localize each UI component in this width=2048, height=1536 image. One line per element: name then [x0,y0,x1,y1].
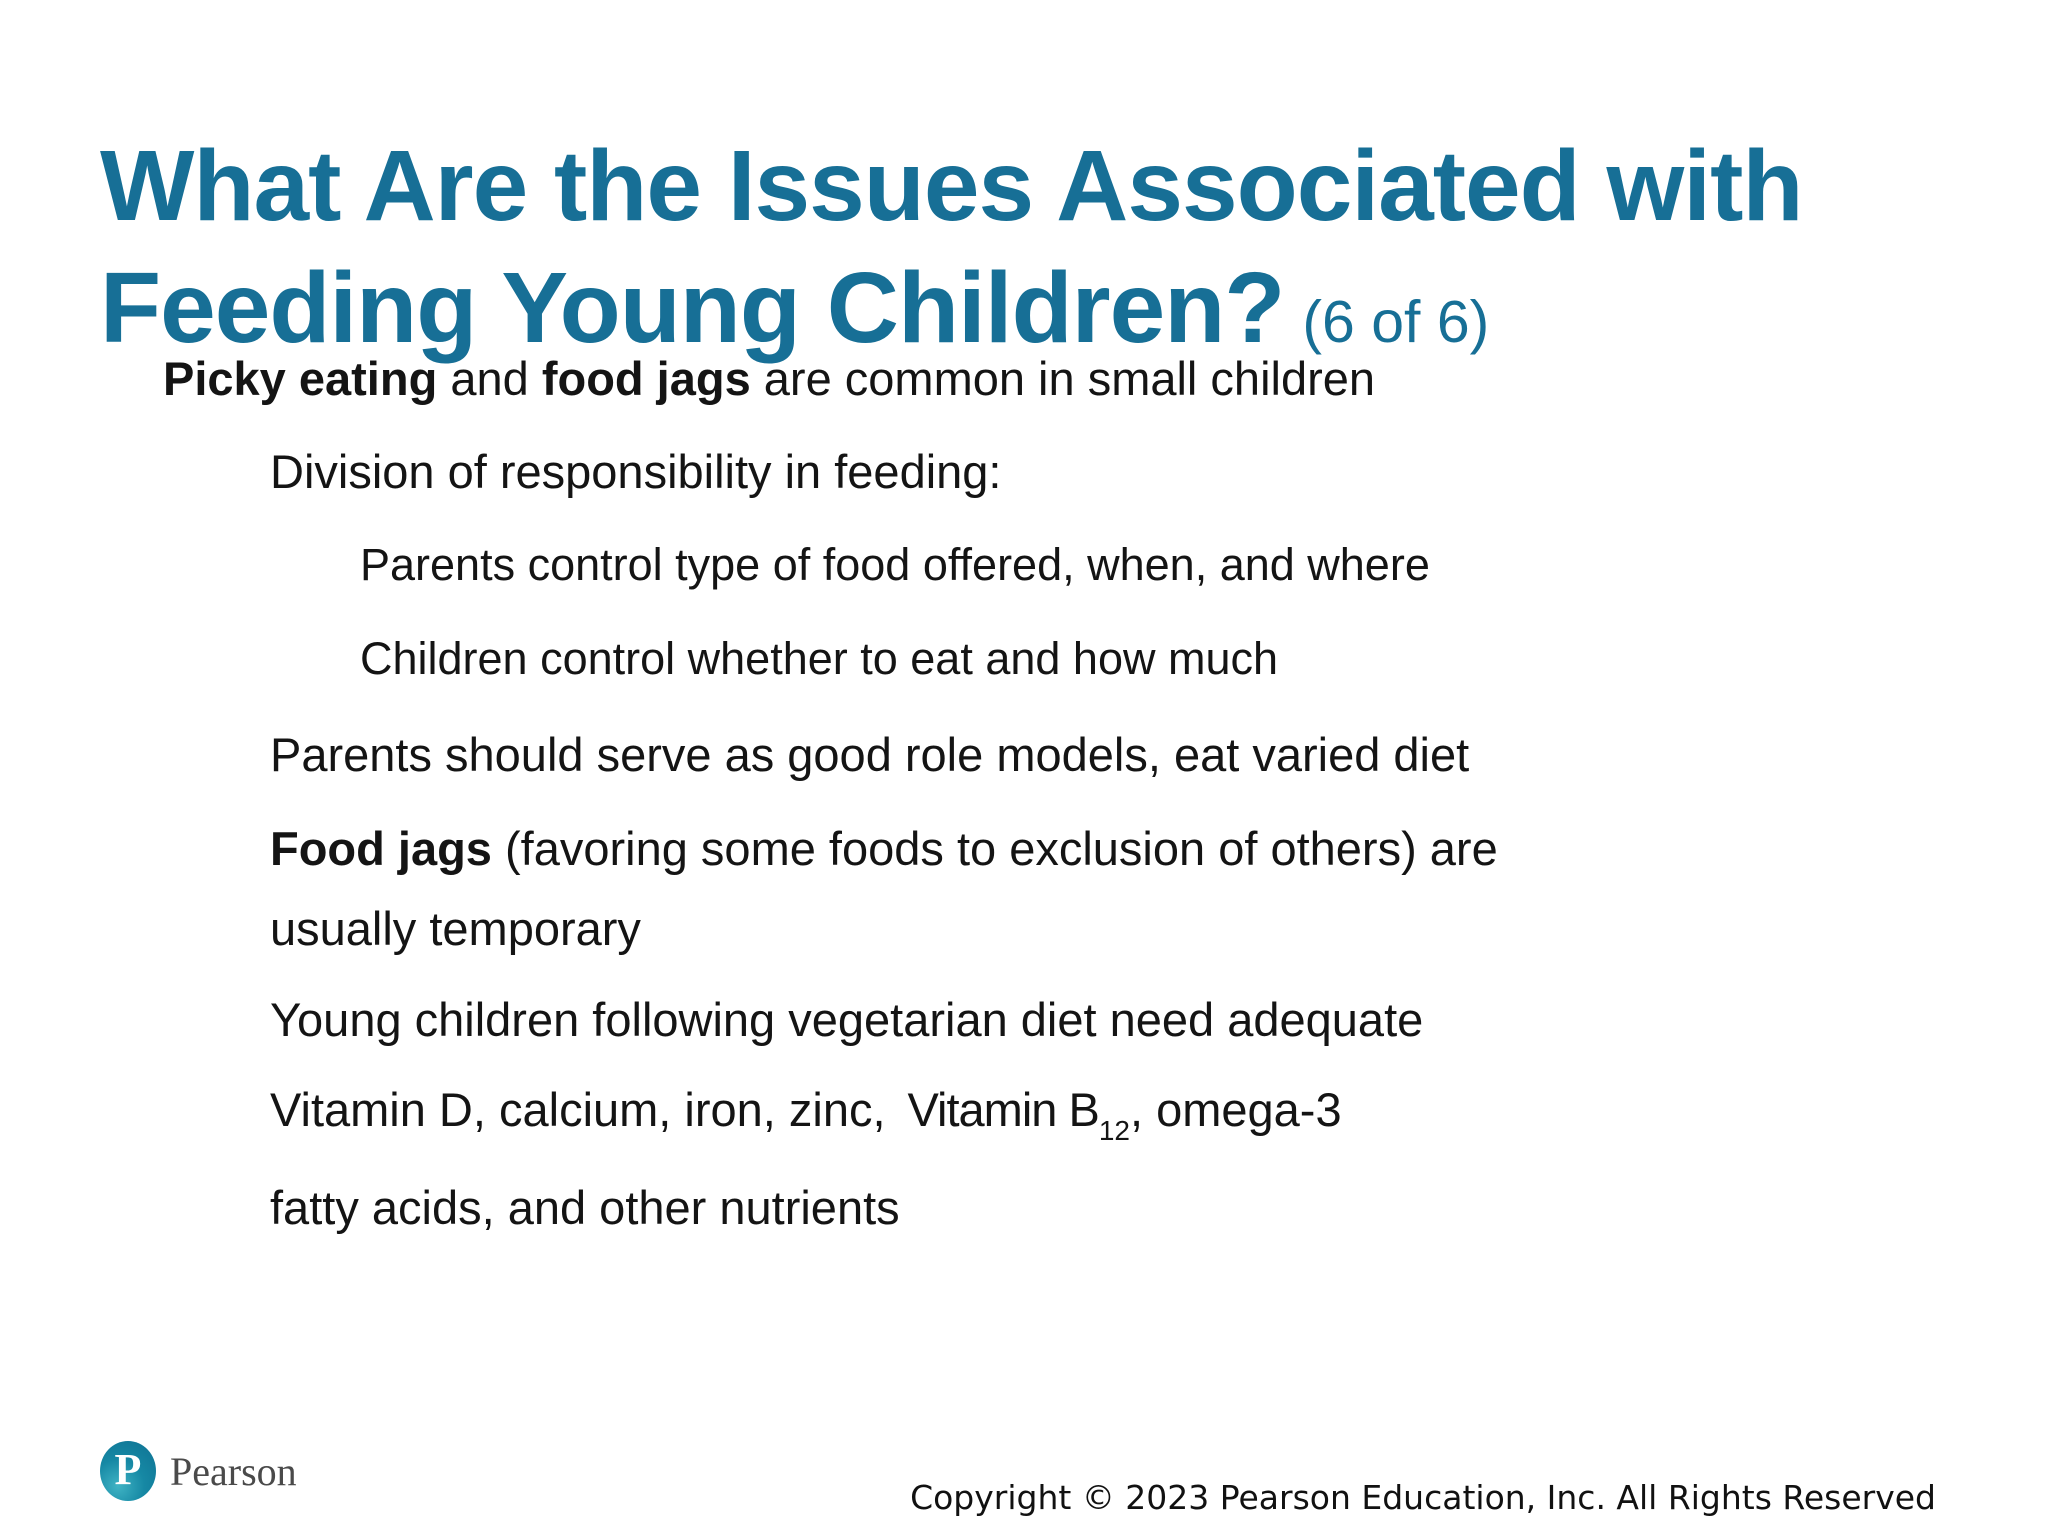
pearson-p-glyph: P [114,1445,142,1494]
picky-sep: and [437,352,542,405]
slide-counter: (6 of 6) [1302,289,1490,355]
slide-title: What Are the Issues Associated with Feed… [100,125,1980,369]
parents-control-text: Parents control type of food offered, wh… [360,539,1430,590]
b12-subscript: 12 [1098,1115,1130,1146]
vitamin-b12-equation: Vitamin B12 [907,1083,1130,1146]
pearson-logo: P Pearson [100,1441,297,1501]
bullet-division: Division of responsibility in feeding: [205,441,1980,503]
food-jags-rest: (favoring some foods to exclusion of oth… [491,822,1498,875]
food-jags-bold: food jags [541,352,751,405]
bullet-vegetarian: Young children following vegetarian diet… [205,989,1980,1239]
slide-title-line2: Feeding Young Children? [100,252,1285,364]
division-text: Division of responsibility in feeding: [270,445,1002,498]
pearson-logo-icon: P [100,1441,156,1501]
bullet-picky-eating: Picky eating and food jags are common in… [100,348,1980,410]
vegetarian-line2-post: , omega-3 [1129,1083,1342,1136]
role-models-text: Parents should serve as good role models… [270,728,1470,781]
copyright-notice: Copyright © 2023 Pearson Education, Inc.… [910,1478,1936,1517]
food-jags-term-bold: Food jags [270,822,492,875]
children-control-text: Children control whether to eat and how … [360,633,1279,684]
picky-rest: are common in small children [750,352,1376,405]
vegetarian-line3: fatty acids, and other nutrients [270,1181,900,1234]
vegetarian-line2-pre: Vitamin D, calcium, iron, zinc, [270,1083,886,1136]
picky-eating-bold: Picky eating [163,352,438,405]
vegetarian-line1: Young children following vegetarian diet… [270,993,1424,1046]
slide-title-line1: What Are the Issues Associated with [100,130,1803,242]
bullet-parents-control: Parents control type of food offered, wh… [312,534,1980,596]
slide-body: Picky eating and food jags are common in… [100,348,1980,1270]
pearson-wordmark: Pearson [170,1448,297,1494]
bullet-children-control: Children control whether to eat and how … [312,628,1980,690]
bullet-role-models: Parents should serve as good role models… [205,724,1980,786]
food-jags-line2: usually temporary [270,902,641,955]
bullet-food-jags: Food jags (favoring some foods to exclus… [205,818,1980,960]
